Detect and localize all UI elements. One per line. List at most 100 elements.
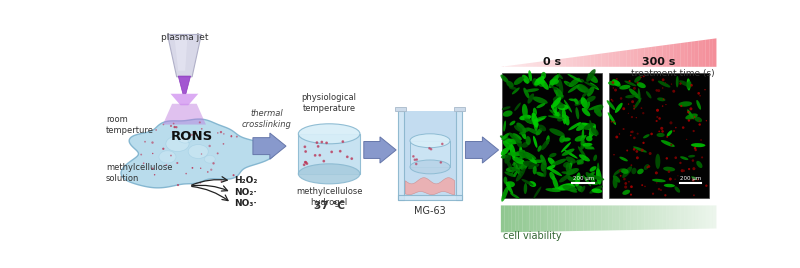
Ellipse shape: [630, 135, 631, 136]
Ellipse shape: [520, 163, 527, 170]
Ellipse shape: [584, 81, 597, 88]
Ellipse shape: [519, 115, 531, 120]
Ellipse shape: [503, 177, 507, 184]
Ellipse shape: [671, 83, 672, 85]
Ellipse shape: [569, 161, 573, 169]
Ellipse shape: [539, 78, 549, 90]
Ellipse shape: [413, 156, 414, 157]
Polygon shape: [526, 63, 530, 67]
Ellipse shape: [155, 129, 157, 131]
Ellipse shape: [236, 136, 238, 137]
Ellipse shape: [514, 171, 518, 177]
Ellipse shape: [586, 69, 596, 82]
Polygon shape: [566, 58, 569, 67]
Ellipse shape: [693, 130, 694, 132]
Ellipse shape: [686, 139, 687, 140]
Ellipse shape: [701, 156, 703, 158]
Ellipse shape: [442, 143, 443, 145]
Polygon shape: [648, 47, 652, 67]
Ellipse shape: [692, 159, 694, 162]
Ellipse shape: [563, 162, 570, 168]
Ellipse shape: [564, 150, 578, 159]
Polygon shape: [364, 137, 396, 163]
Ellipse shape: [664, 184, 675, 187]
Ellipse shape: [529, 181, 536, 187]
Ellipse shape: [559, 175, 569, 183]
Ellipse shape: [553, 114, 570, 118]
Polygon shape: [598, 54, 602, 67]
Text: NO₂·: NO₂·: [234, 188, 257, 197]
Ellipse shape: [564, 170, 574, 178]
Ellipse shape: [534, 187, 542, 199]
Ellipse shape: [151, 141, 154, 144]
Polygon shape: [652, 46, 655, 67]
Ellipse shape: [583, 123, 594, 130]
Ellipse shape: [690, 107, 693, 110]
Ellipse shape: [626, 150, 628, 151]
Ellipse shape: [170, 155, 172, 157]
Ellipse shape: [628, 113, 629, 114]
Ellipse shape: [414, 159, 415, 161]
Ellipse shape: [581, 186, 586, 192]
Ellipse shape: [634, 98, 642, 109]
Ellipse shape: [706, 120, 707, 121]
Ellipse shape: [525, 88, 539, 92]
Ellipse shape: [512, 157, 526, 164]
Ellipse shape: [511, 164, 516, 175]
Ellipse shape: [690, 84, 693, 87]
Ellipse shape: [687, 109, 694, 119]
Ellipse shape: [637, 133, 638, 135]
Polygon shape: [684, 42, 688, 67]
Ellipse shape: [625, 95, 635, 98]
Ellipse shape: [502, 106, 510, 110]
Ellipse shape: [588, 73, 598, 83]
Ellipse shape: [590, 83, 599, 90]
Ellipse shape: [631, 168, 637, 174]
Polygon shape: [630, 49, 634, 67]
Ellipse shape: [579, 135, 586, 141]
Ellipse shape: [188, 144, 208, 158]
Polygon shape: [569, 205, 573, 231]
Ellipse shape: [534, 121, 538, 131]
Polygon shape: [612, 52, 616, 67]
Polygon shape: [569, 57, 573, 67]
Ellipse shape: [633, 148, 635, 151]
Ellipse shape: [506, 158, 513, 170]
Text: plasma jet: plasma jet: [161, 33, 208, 42]
Ellipse shape: [504, 152, 512, 164]
Ellipse shape: [323, 160, 325, 162]
Ellipse shape: [705, 184, 707, 187]
Ellipse shape: [201, 153, 202, 155]
Ellipse shape: [579, 154, 590, 161]
Ellipse shape: [550, 172, 555, 180]
Ellipse shape: [658, 117, 661, 120]
Ellipse shape: [220, 131, 222, 133]
Ellipse shape: [646, 91, 651, 98]
Ellipse shape: [582, 129, 584, 142]
Polygon shape: [710, 39, 713, 67]
Polygon shape: [691, 205, 695, 229]
Bar: [502, 73, 602, 199]
Text: MG-63: MG-63: [414, 206, 446, 216]
Ellipse shape: [656, 109, 659, 112]
Polygon shape: [619, 51, 623, 67]
Ellipse shape: [589, 124, 596, 137]
Ellipse shape: [591, 188, 602, 193]
Ellipse shape: [613, 87, 614, 89]
Ellipse shape: [415, 163, 417, 165]
Ellipse shape: [606, 100, 615, 110]
Ellipse shape: [662, 105, 663, 107]
Ellipse shape: [649, 152, 652, 155]
Ellipse shape: [558, 105, 569, 110]
Text: 0 s: 0 s: [542, 57, 561, 67]
Ellipse shape: [615, 103, 622, 113]
Bar: [398, 195, 462, 200]
Text: RONS: RONS: [171, 130, 214, 143]
Ellipse shape: [590, 185, 603, 193]
Ellipse shape: [580, 141, 586, 150]
Text: 300 s: 300 s: [642, 57, 675, 67]
Polygon shape: [573, 57, 576, 67]
Text: 200 μm: 200 μm: [680, 176, 701, 181]
Ellipse shape: [331, 151, 333, 153]
Polygon shape: [537, 205, 540, 232]
